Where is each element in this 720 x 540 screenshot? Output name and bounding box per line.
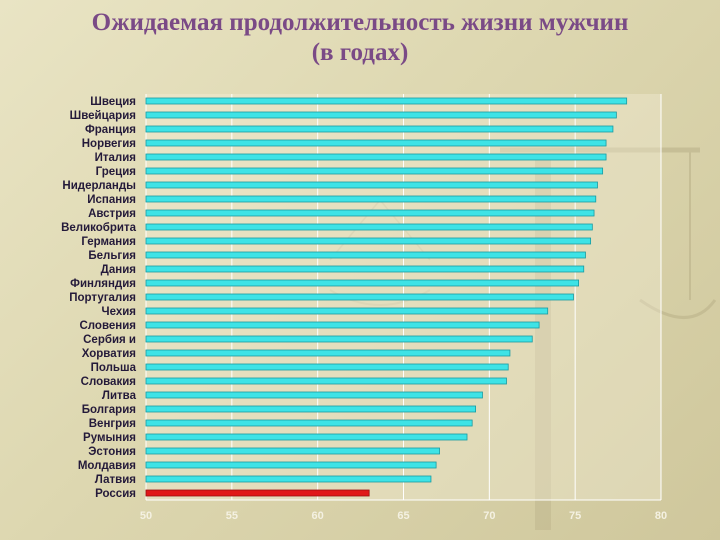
- bar-5: [145, 153, 607, 161]
- category-label: Италия: [95, 152, 136, 164]
- bar-17: [145, 321, 540, 329]
- bar-4: [145, 139, 607, 147]
- x-tick-label: 55: [226, 510, 238, 522]
- bar-14: [145, 279, 580, 287]
- category-label: Польша: [91, 362, 137, 374]
- category-label: Эстония: [88, 446, 136, 458]
- category-label: Норвегия: [82, 138, 136, 150]
- category-label: Австрия: [88, 208, 136, 220]
- bar-27: [145, 461, 437, 469]
- bar-28: [145, 475, 432, 483]
- category-label: Нидерланды: [62, 180, 136, 192]
- category-label: Великобрита: [61, 222, 137, 234]
- category-label: Венгрия: [89, 418, 136, 430]
- category-label: Франция: [85, 124, 136, 136]
- category-label: Испания: [87, 194, 136, 206]
- bar-2: [145, 111, 617, 119]
- bar-21: [145, 377, 507, 385]
- bar-23: [145, 405, 477, 413]
- category-label: Португалия: [69, 292, 136, 304]
- bar-20: [145, 363, 509, 371]
- bar-3: [145, 125, 614, 133]
- bar-24: [145, 419, 473, 427]
- bar-6: [145, 167, 604, 175]
- chart-title: Ожидаемая продолжительность жизни мужчин…: [0, 8, 720, 68]
- bar-15: [145, 293, 574, 301]
- x-tick-label: 75: [569, 510, 581, 522]
- bars: [145, 97, 628, 497]
- category-label: Швейцария: [70, 110, 136, 122]
- category-label: Словакия: [81, 376, 136, 388]
- bar-11: [145, 237, 592, 245]
- bar-8: [145, 195, 597, 203]
- bar-1: [145, 97, 628, 105]
- bar-16: [145, 307, 549, 315]
- bar-7: [145, 181, 598, 189]
- title-line-2: (в годах): [311, 39, 409, 66]
- category-label: Сербия и: [83, 334, 136, 346]
- bar-25: [145, 433, 468, 441]
- category-label: Румыния: [83, 432, 136, 444]
- x-tick-label: 70: [483, 510, 495, 522]
- bar-9: [145, 209, 595, 217]
- bar-19: [145, 349, 511, 357]
- bar-26: [145, 447, 440, 455]
- title-line-1: Ожидаемая продолжительность жизни мужчин: [91, 9, 629, 36]
- category-label: Латвия: [95, 474, 136, 486]
- category-label: Словения: [79, 320, 136, 332]
- x-tick-labels: 50 55 60 65 70 75 80: [140, 510, 667, 522]
- bar-18: [145, 335, 533, 343]
- category-label: Дания: [101, 264, 136, 276]
- category-label: Финляндия: [70, 278, 136, 290]
- bar-22: [145, 391, 483, 399]
- x-tick-label: 80: [655, 510, 667, 522]
- bar-10: [145, 223, 593, 231]
- category-label: Швеция: [90, 96, 136, 108]
- category-label: Чехия: [102, 306, 137, 318]
- category-label: Россия: [95, 488, 136, 500]
- bar-12: [145, 251, 586, 259]
- x-tick-label: 50: [140, 510, 152, 522]
- x-tick-label: 60: [312, 510, 324, 522]
- category-label: Болгария: [82, 404, 136, 416]
- x-tick-label: 65: [397, 510, 409, 522]
- category-label: Германия: [81, 236, 136, 248]
- bar-13: [145, 265, 585, 273]
- category-label: Хорватия: [82, 348, 136, 360]
- category-label: Греция: [96, 166, 136, 178]
- category-labels: Швеция Швейцария Франция Норвегия Италия Грец…: [61, 96, 137, 500]
- category-label: Молдавия: [78, 460, 136, 472]
- bar-29: [145, 489, 370, 497]
- category-label: Литва: [102, 390, 137, 402]
- plot-area: Швеция Швейцария Франция Норвегия Италия Грец…: [61, 94, 667, 522]
- category-label: Бельгия: [88, 250, 136, 262]
